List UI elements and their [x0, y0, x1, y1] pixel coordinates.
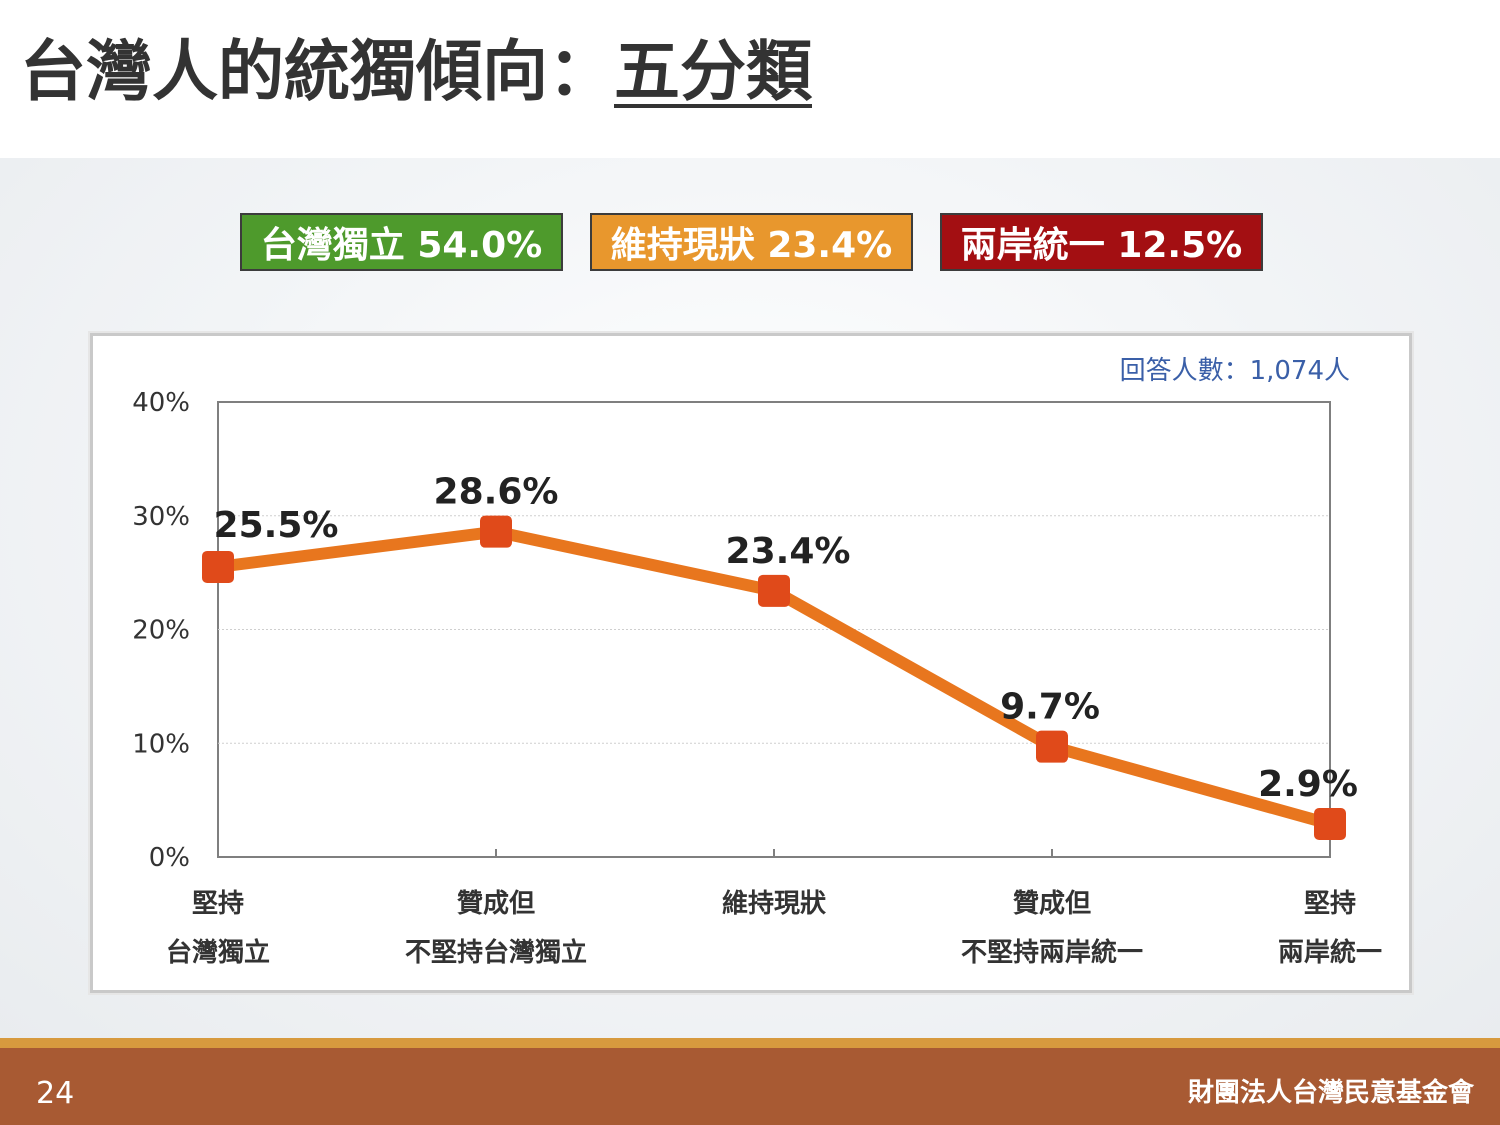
y-tick-label: 20% — [132, 616, 190, 646]
x-category-label: 台灣獨立 — [166, 937, 270, 968]
organization-name: 財團法人台灣民意基金會 — [1187, 1078, 1474, 1108]
x-category-label: 堅持 — [1304, 889, 1356, 919]
x-category-label: 不堅持兩岸統一 — [961, 937, 1143, 968]
x-category-label: 堅持 — [192, 889, 244, 919]
respondent-count-note: 回答人數：1,074人 — [1120, 356, 1350, 386]
data-label: 9.7% — [1000, 687, 1100, 728]
page-number: 24 — [36, 1076, 75, 1111]
x-category-label: 兩岸統一 — [1278, 937, 1382, 968]
data-label: 25.5% — [214, 505, 339, 546]
data-label: 2.9% — [1258, 764, 1358, 805]
x-category-label: 贊成但 — [1013, 889, 1091, 919]
x-category-label: 維持現狀 — [722, 888, 827, 919]
page-title: 台灣人的統獨傾向：五分類 — [20, 33, 812, 110]
data-point — [480, 515, 512, 548]
y-tick-label: 30% — [132, 502, 190, 532]
title-main: 台灣人的統獨傾向： — [20, 33, 614, 110]
y-tick-label: 10% — [132, 729, 190, 759]
y-tick-label: 40% — [132, 388, 190, 418]
title-bar: 台灣人的統獨傾向：五分類 — [0, 0, 1500, 158]
data-label: 23.4% — [726, 531, 851, 572]
data-label: 28.6% — [434, 472, 559, 513]
x-category-label: 不堅持台灣獨立 — [405, 937, 587, 968]
y-tick-label: 0% — [149, 843, 190, 873]
badge-unification: 兩岸統一 12.5% — [940, 213, 1263, 271]
line-chart: 0% 10% 20% 30% 40% 25.5% 28.6% 23.4% 9.7% 2.9% 堅持台… — [132, 356, 1382, 968]
data-point — [1036, 730, 1068, 763]
title-underlined: 五分類 — [614, 33, 812, 110]
data-point — [758, 574, 790, 607]
data-point — [1314, 808, 1346, 841]
badge-status-quo: 維持現狀 23.4% — [590, 213, 913, 271]
badge-taiwan-independence: 台灣獨立 54.0% — [240, 213, 563, 271]
x-category-label: 贊成但 — [457, 889, 535, 919]
footer: 24 財團法人台灣民意基金會 — [0, 1038, 1500, 1125]
data-point — [202, 550, 234, 583]
